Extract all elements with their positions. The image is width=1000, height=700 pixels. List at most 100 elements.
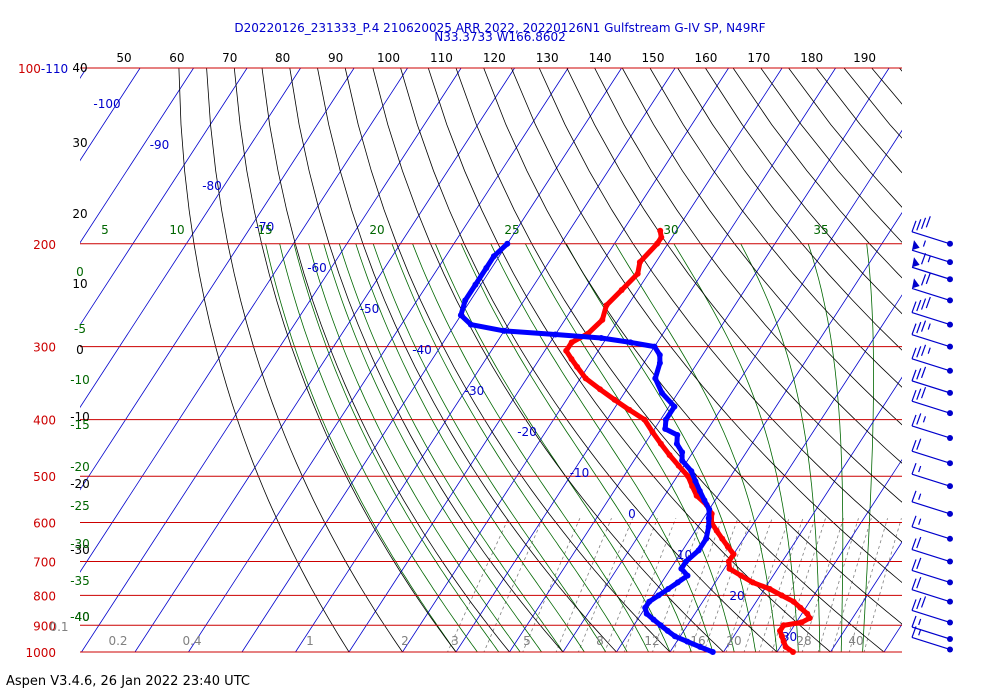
dewpoint-point: [646, 598, 653, 605]
altitude-label: -40: [70, 610, 90, 624]
temperature-point: [685, 473, 691, 480]
mixing-ratio-label: 20: [726, 634, 741, 648]
altitude-label: -20: [70, 477, 90, 491]
pressure-label: 1000: [25, 646, 56, 660]
wind-barb-full: [920, 253, 927, 265]
temperature-point: [618, 287, 625, 293]
isotherm-label: -40: [412, 343, 432, 357]
adiabat-label: -10: [70, 373, 90, 387]
mixing-ratio-label: 0.1: [49, 620, 68, 634]
dewpoint-point: [709, 649, 716, 655]
wind-barb-half: [918, 493, 922, 500]
wind-barb-staff: [911, 526, 951, 540]
wind-barb-full: [911, 538, 917, 550]
temperature-point: [724, 543, 731, 550]
altitude-label: 30: [72, 136, 87, 150]
top-scale-label: 120: [483, 51, 506, 65]
temperature-point: [626, 406, 633, 413]
isotherm-line: [830, 541, 902, 652]
dry-adiabat: [233, 68, 457, 652]
pressure-label: 400: [33, 414, 56, 428]
mixing-ratio-line: [604, 518, 658, 652]
mixing-ratio-line: [522, 518, 581, 652]
wind-barb-full: [911, 414, 917, 427]
top-scale-label: 190: [853, 51, 876, 65]
pressure-label: 200: [33, 238, 56, 252]
wind-barb-half: [918, 518, 922, 525]
temperature-point: [749, 579, 756, 586]
adiabat-label: -20: [70, 460, 90, 474]
temperature-point: [778, 633, 785, 640]
isotherm-line: [134, 68, 515, 652]
top-scale-label: 180: [800, 51, 823, 65]
top-scale-label: 50: [116, 51, 131, 65]
wind-barb-half: [927, 323, 931, 330]
mixing-ratio-line: [743, 518, 790, 652]
mixing-ratio-line: [771, 518, 816, 652]
dewpoint-point: [483, 265, 490, 271]
isotherm-label: -70: [255, 220, 275, 234]
mixing-ratio-line: [817, 518, 859, 652]
altitude-label: -30: [70, 543, 90, 557]
chart-subtitle: N33.3733 W166.8602: [434, 30, 566, 44]
isotherm-line: [883, 623, 902, 652]
dry-adiabat: [178, 68, 350, 652]
temperature-point: [574, 363, 581, 370]
wind-barb-full: [916, 597, 922, 610]
dry-adiabat: [649, 68, 902, 388]
isotherm-line: [188, 68, 569, 652]
dry-adiabat: [344, 68, 671, 652]
mixing-ratio-line: [652, 518, 703, 652]
dewpoint-point: [598, 335, 605, 341]
theta-e-label: 10: [169, 223, 184, 237]
mixing-ratio-line: [703, 518, 752, 652]
pressure-label: 100-110: [18, 62, 68, 76]
dewpoint-point: [472, 281, 479, 288]
wind-barb-half: [927, 255, 931, 263]
pressure-label: 300: [33, 341, 56, 355]
temperature-point: [780, 622, 787, 629]
dewpoint-point: [657, 622, 664, 629]
theta-e-label: 5: [101, 223, 109, 237]
wind-barb-full: [911, 439, 917, 452]
top-scale-label: 170: [747, 51, 770, 65]
wind-barb: [911, 216, 953, 247]
isotherm-line: [81, 68, 462, 652]
dry-adiabat: [705, 68, 902, 315]
temperature-point: [568, 356, 575, 362]
temperature-profile: [563, 228, 813, 655]
dewpoint-point: [679, 449, 686, 456]
dewpoint-point: [552, 331, 559, 338]
wind-barb: [911, 240, 953, 266]
isotherm-label: -90: [150, 138, 170, 152]
temperature-point: [568, 339, 575, 346]
isotherm-label: -100: [93, 97, 120, 111]
wind-barb-full: [920, 596, 927, 608]
dewpoint-point: [467, 321, 474, 328]
wind-barb-full: [916, 219, 922, 231]
wind-barb-full: [925, 272, 931, 285]
mixing-ratio-line: [848, 518, 888, 652]
wind-barb-full: [920, 344, 927, 357]
temperature-point: [611, 396, 618, 403]
dry-adiabat: [206, 68, 403, 652]
isotherm-line: [616, 212, 902, 652]
pressure-label: 700: [33, 556, 56, 570]
dewpoint-point: [688, 468, 695, 475]
pressure-label: 600: [33, 516, 56, 530]
wind-barb-full: [920, 366, 927, 379]
mixing-ratio-label: 1: [306, 634, 314, 648]
dry-adiabat: [955, 68, 1000, 652]
mixing-ratio-line: [801, 518, 844, 652]
dewpoint-point: [656, 352, 663, 358]
wind-barb: [911, 386, 953, 417]
wind-barb-half: [918, 618, 922, 626]
adiabat-label: -25: [70, 499, 90, 513]
mixing-ratio-label: 40: [848, 634, 863, 648]
wind-barb-staff: [911, 231, 951, 245]
wind-barb-staff: [911, 569, 951, 583]
mixing-ratio-line: [555, 518, 612, 652]
wind-barb-full: [911, 515, 917, 528]
temperature-point: [597, 386, 603, 393]
